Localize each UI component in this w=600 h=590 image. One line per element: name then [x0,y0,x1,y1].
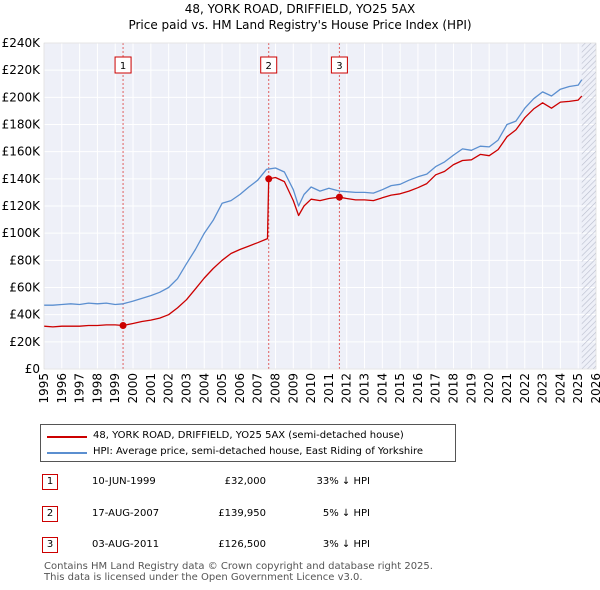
sale-price: £139,950 [218,508,266,519]
x-tick-label: 2002 [162,373,176,404]
sale-row-3: 3 03-AUG-2011 £126,500 3% ↓ HPI [0,537,600,557]
x-tick-label: 2023 [536,373,550,404]
y-tick-label: £160K [2,145,42,159]
x-tick-label: 2017 [429,373,443,404]
x-tick-label: 2025 [571,373,585,404]
x-tick-label: 2007 [251,373,265,404]
hpi-line [44,79,583,306]
x-tick-label: 1996 [55,373,69,404]
legend-swatch-hpi [47,452,87,454]
plot-frame [43,42,597,370]
chart-subtitle: Price paid vs. HM Land Registry's House … [128,18,472,32]
x-tick-label: 2010 [304,373,318,404]
x-tick-label: 2000 [126,373,140,404]
legend-label-property: 48, YORK ROAD, DRIFFIELD, YO25 5AX (semi… [93,430,404,441]
y-tick-label: £20K [9,335,41,349]
x-tick-label: 1995 [37,373,51,404]
x-tick-label: 2014 [375,373,389,404]
y-tick-label: £200K [2,90,42,104]
x-tick-label: 2022 [518,373,532,404]
y-tick-label: £220K [2,63,42,77]
footer-copyright: Contains HM Land Registry data © Crown c… [44,561,433,572]
price-chart: £0 £20K £40K £60K £80K £100K £120K £140K £160K £1… [2,36,600,404]
x-tick-label: 2018 [447,373,461,404]
x-tick-label: 1997 [73,373,87,404]
x-tick-label: 2011 [322,373,336,404]
x-tick-label: 2024 [553,373,567,404]
legend-label-hpi: HPI: Average price, semi-detached house,… [93,446,424,457]
sale-number-badge: 1 [42,474,58,490]
sale-date: 03-AUG-2011 [92,539,160,550]
sale-number-badge: 3 [42,537,58,553]
y-tick-label: £60K [9,281,41,295]
x-tick-label: 2016 [411,373,425,404]
sale-price: £32,000 [224,476,266,487]
y-tick-label: £140K [2,172,42,186]
x-tick-label: 2005 [215,373,229,404]
x-tick-label: 2026 [589,373,600,404]
footer-licence: This data is licensed under the Open Gov… [44,572,363,583]
x-tick-label: 2012 [340,373,354,404]
x-tick-label: 2015 [393,373,407,404]
x-tick-label: 2006 [233,373,247,404]
sale-marker-label: 1 [120,61,126,72]
sale-hpi-diff: 3% ↓ HPI [322,539,370,550]
y-tick-label: £100K [2,226,42,240]
x-tick-label: 2003 [179,373,193,404]
legend-swatch-property [47,436,87,438]
sale-number-badge: 2 [42,506,58,522]
sale-hpi-diff: 33% ↓ HPI [316,476,370,487]
sale-marker-box [260,56,278,74]
sale-point [265,175,273,183]
sale-row-2: 2 17-AUG-2007 £139,950 5% ↓ HPI [0,506,600,526]
sale-marker-box [330,56,348,74]
projection-hatch [581,43,596,369]
sale-date: 17-AUG-2007 [92,508,160,519]
x-tick-label: 2019 [464,373,478,404]
x-tick-label: 2001 [144,373,158,404]
x-tick-label: 2021 [500,373,514,404]
sale-price: £126,500 [218,539,266,550]
sale-row-1: 1 10-JUN-1999 £32,000 33% ↓ HPI [0,474,600,494]
sale-marker-box [114,56,132,74]
y-tick-label: £120K [2,199,42,213]
price-paid-line [43,95,583,328]
chart-legend: 48, YORK ROAD, DRIFFIELD, YO25 5AX (semi… [40,424,456,462]
chart-title: 48, YORK ROAD, DRIFFIELD, YO25 5AX [184,2,416,16]
x-tick-label: 1998 [90,373,104,404]
sale-point [335,193,343,201]
x-tick-label: 1999 [108,373,122,404]
sale-marker-label: 3 [336,61,342,72]
x-tick-label: 2008 [268,373,282,404]
y-tick-label: £0 [25,362,40,376]
y-tick-label: £240K [2,36,42,50]
sale-date: 10-JUN-1999 [92,476,156,487]
sale-hpi-diff: 5% ↓ HPI [322,508,370,519]
x-tick-label: 2013 [358,373,372,404]
x-tick-label: 2004 [197,373,211,404]
sale-marker-label: 2 [266,61,272,72]
y-tick-label: £180K [2,118,42,132]
sale-point [119,322,127,330]
x-tick-label: 2020 [482,373,496,404]
y-tick-label: £40K [9,308,41,322]
y-tick-label: £80K [9,253,41,267]
x-tick-label: 2009 [286,373,300,404]
